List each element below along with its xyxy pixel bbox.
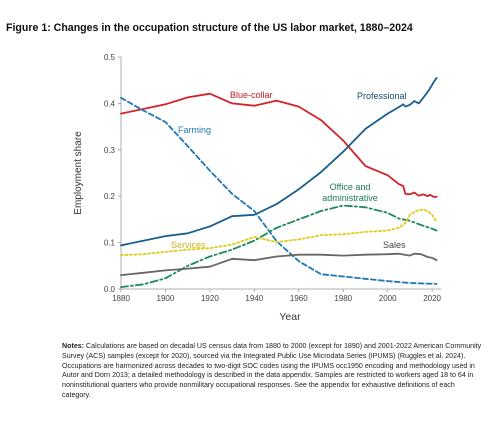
series-line-farming (120, 96, 438, 285)
x-tick-label: 1940 (245, 294, 263, 303)
series-label-layer: Blue-collar Professional Farming Office and… (171, 90, 407, 250)
x-tick-label: 1960 (290, 294, 308, 303)
series-label-blue-collar: Blue-collar (230, 90, 273, 100)
notes-text: Calculations are based on decadal US cen… (62, 342, 482, 399)
series-line-sales (120, 252, 438, 276)
x-tick-label: 1880 (112, 294, 130, 303)
series-label-office-and-administrative-line1: Office and (330, 182, 371, 192)
y-tick-label: 0.2 (104, 192, 116, 201)
y-tick-label: 0.0 (104, 285, 116, 294)
y-tick-label: 0.3 (104, 146, 116, 155)
x-tick-label: 1920 (201, 294, 219, 303)
y-tick-label: 0.1 (104, 239, 116, 248)
x-tick-label: 2000 (379, 294, 397, 303)
series-line-services (120, 208, 438, 256)
series-label-sales: Sales (383, 240, 406, 250)
x-tick-label: 1980 (334, 294, 352, 303)
notes-label: Notes: (62, 342, 85, 350)
y-tick-label: 0.5 (104, 53, 116, 62)
x-tick-label: 2020 (423, 294, 441, 303)
series-layer (120, 77, 438, 288)
series-label-services: Services (171, 240, 206, 250)
series-line-professional (120, 77, 438, 247)
x-axis-label: Year (279, 311, 301, 323)
x-tick-label: 1900 (157, 294, 175, 303)
series-label-professional: Professional (357, 91, 407, 101)
y-axis-label: Employment share (73, 131, 84, 215)
series-line-office-and-administrative (120, 204, 438, 288)
series-line-blue-collar (120, 92, 438, 198)
figure-notes: Notes: Calculations are based on decadal… (62, 342, 482, 401)
series-label-office-and-administrative-line2: administrative (322, 193, 378, 203)
series-label-farming: Farming (178, 125, 211, 135)
figure-title: Figure 1: Changes in the occupation stru… (6, 22, 413, 34)
y-tick-label: 0.4 (104, 99, 116, 108)
line-chart: 0.0 0.1 0.2 0.3 0.4 0.5 1880 1900 1920 1940 1960 19… (73, 53, 442, 323)
chart-axes: 0.0 0.1 0.2 0.3 0.4 0.5 1880 1900 1920 1940 1960 19… (73, 53, 442, 323)
